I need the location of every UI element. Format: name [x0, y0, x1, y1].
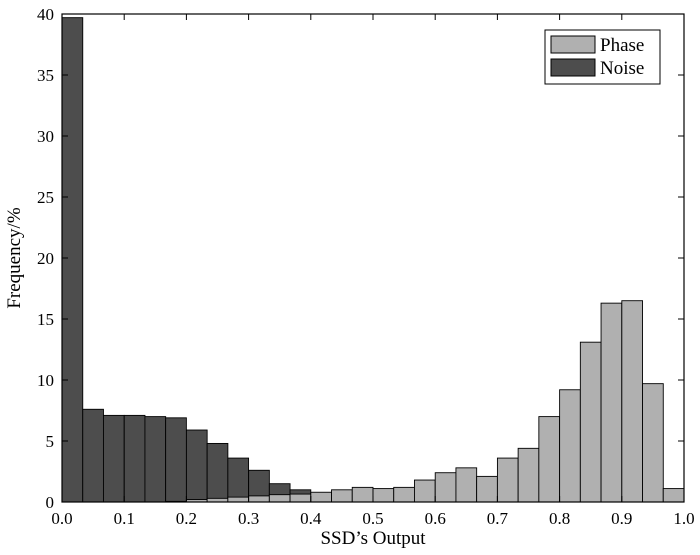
phase-bar-23 [538, 416, 561, 503]
x-tick-label: 0.8 [549, 509, 570, 528]
y-tick-label: 0 [46, 493, 55, 512]
phase-bar-28 [642, 383, 664, 503]
phase-bar-9 [248, 495, 270, 503]
phase-bar-29 [662, 488, 685, 503]
phase-bar-15 [372, 488, 395, 503]
x-tick-label: 0.1 [114, 509, 135, 528]
phase-bar-8 [227, 496, 250, 503]
y-tick-label: 20 [37, 249, 54, 268]
noise-bar-2 [102, 414, 125, 503]
x-tick-label: 1.0 [673, 509, 694, 528]
y-tick-label: 10 [37, 371, 54, 390]
legend-label-noise: Noise [600, 58, 644, 79]
phase-bar-10 [268, 494, 291, 503]
phase-bar-27 [621, 300, 644, 503]
noise-bar-0 [61, 17, 84, 503]
x-tick-label: 0.6 [425, 509, 446, 528]
y-tick-label: 35 [37, 66, 54, 85]
x-tick-label: 0.2 [176, 509, 197, 528]
phase-bar-19 [455, 467, 478, 503]
x-axis: 0.0 0.1 0.2 0.3 0.4 0.5 0.6 0.7 0.8 0.9 1.0 [51, 14, 695, 528]
noise-bar-6 [185, 429, 208, 503]
phase-bar-26 [600, 302, 623, 503]
noise-bar-7 [206, 442, 229, 503]
phase-bar-12 [310, 491, 333, 503]
phase-bar-20 [476, 475, 498, 503]
phase-bar-13 [331, 489, 353, 503]
noise-bars [61, 17, 623, 503]
x-tick-label: 0.5 [362, 509, 383, 528]
legend-swatch-noise [550, 58, 596, 77]
y-tick-label: 5 [46, 432, 55, 451]
phase-bar-22 [517, 447, 540, 503]
noise-bar-5 [165, 417, 187, 503]
x-tick-label: 0.0 [51, 509, 72, 528]
phase-bar-16 [393, 486, 415, 503]
x-axis-title: SSD’s Output [320, 528, 426, 549]
phase-bar-14 [351, 486, 374, 503]
x-tick-label: 0.7 [487, 509, 509, 528]
legend: Phase Noise [544, 29, 661, 85]
phase-bar-17 [413, 479, 436, 503]
phase-bar-21 [496, 457, 519, 503]
x-tick-label: 0.4 [300, 509, 322, 528]
legend-swatch-phase [550, 35, 596, 54]
y-tick-label: 25 [37, 188, 54, 207]
phase-bars [165, 300, 685, 503]
noise-bar-8 [227, 457, 250, 503]
y-tick-label: 40 [37, 5, 54, 24]
phase-bar-18 [434, 472, 457, 503]
x-tick-label: 0.9 [611, 509, 632, 528]
phase-bar-25 [579, 341, 602, 503]
x-tick-label: 0.3 [238, 509, 259, 528]
y-tick-label: 30 [37, 127, 54, 146]
phase-bar-24 [559, 389, 581, 503]
noise-bar-1 [82, 408, 104, 503]
phase-bar-11 [289, 493, 312, 503]
y-tick-label: 15 [37, 310, 54, 329]
y-axis-title: Frequency/% [4, 207, 25, 308]
noise-bar-3 [123, 414, 146, 503]
y-axis: 0 5 10 15 20 25 30 35 40 [37, 5, 684, 512]
legend-label-phase: Phase [600, 35, 644, 56]
noise-bar-4 [144, 416, 167, 503]
